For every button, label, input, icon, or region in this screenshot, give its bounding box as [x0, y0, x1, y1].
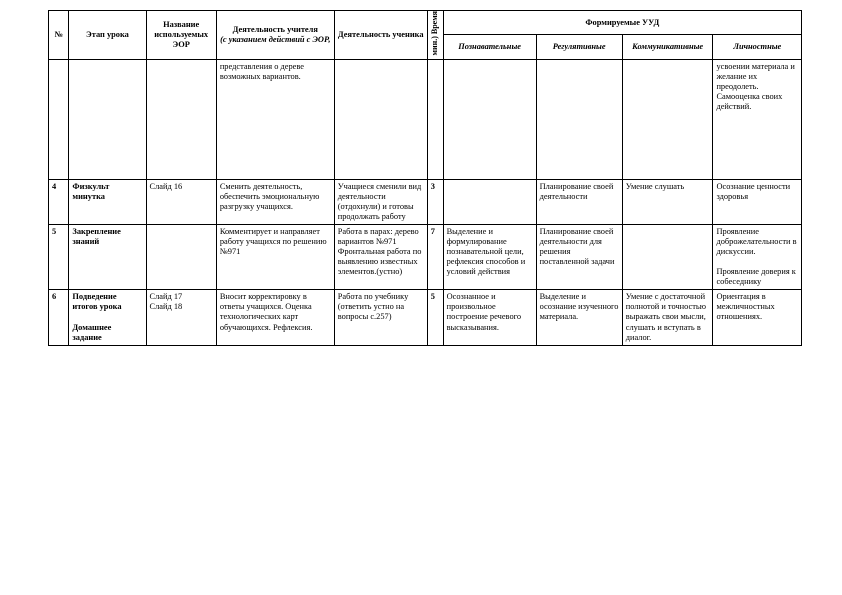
cell-lich: Проявление доброжелательности в дискусси…	[713, 224, 802, 289]
lesson-plan-table-sheet: № Этап урока Название используемых ЭОР Д…	[0, 0, 842, 366]
col-header-uud: Формируемые УУД	[443, 11, 801, 35]
col-header-poz: Познавательные	[443, 35, 536, 59]
cell-lich: Осознание ценности здоровья	[713, 179, 802, 224]
cell-eor	[146, 224, 216, 289]
col-header-time: мин.) Время	[427, 11, 443, 60]
cell-stud: Учащиеся сменили вид деятельности (отдох…	[334, 179, 427, 224]
col-header-time-text: мин.) Время	[430, 11, 440, 55]
cell-komm: Умение с достаточной полнотой и точность…	[622, 290, 713, 345]
cell-teach: Сменить деятельность, обеспечить эмоцион…	[216, 179, 334, 224]
col-header-stage: Этап урока	[69, 11, 146, 60]
cell-time: 7	[427, 224, 443, 289]
col-header-teacher: Деятельность учителя (с указанием действ…	[216, 11, 334, 60]
cell-lich: усвоении материала и желание их преодоле…	[713, 59, 802, 179]
cell-stud: Работа по учебнику (ответить устно на во…	[334, 290, 427, 345]
cell-poz: Выделение и формулирование познавательно…	[443, 224, 536, 289]
table-body: представления о дереве возможных вариант…	[49, 59, 802, 345]
cell-reg: Выделение и осознание изученного материа…	[536, 290, 622, 345]
cell-stage: Закрепление знаний	[69, 224, 146, 289]
col-header-student: Деятельность ученика	[334, 11, 427, 60]
cell-eor	[146, 59, 216, 179]
lesson-plan-table: № Этап урока Название используемых ЭОР Д…	[48, 10, 802, 346]
col-header-teacher-main: Деятельность учителя	[233, 25, 318, 34]
cell-stage: Физкульт минутка	[69, 179, 146, 224]
cell-teach: Комментирует и направляет работу учащихс…	[216, 224, 334, 289]
cell-stage	[69, 59, 146, 179]
cell-teach: представления о дереве возможных вариант…	[216, 59, 334, 179]
cell-komm	[622, 224, 713, 289]
cell-poz: Осознанное и произвольное построение реч…	[443, 290, 536, 345]
table-row: представления о дереве возможных вариант…	[49, 59, 802, 179]
cell-num: 6	[49, 290, 69, 345]
table-header: № Этап урока Название используемых ЭОР Д…	[49, 11, 802, 60]
cell-poz	[443, 179, 536, 224]
table-row: 4 Физкульт минутка Слайд 16 Сменить деят…	[49, 179, 802, 224]
cell-teach: Вносит корректировку в ответы учащихся. …	[216, 290, 334, 345]
cell-stud: Работа в парах: дерево вариантов №971Фро…	[334, 224, 427, 289]
cell-time	[427, 59, 443, 179]
cell-num: 4	[49, 179, 69, 224]
table-row: 5 Закрепление знаний Комментирует и напр…	[49, 224, 802, 289]
cell-num	[49, 59, 69, 179]
cell-time: 3	[427, 179, 443, 224]
cell-stage: Подведение итогов урокаДомашнее задание	[69, 290, 146, 345]
cell-stud	[334, 59, 427, 179]
cell-time: 5	[427, 290, 443, 345]
cell-komm: Умение слушать	[622, 179, 713, 224]
col-header-komm: Коммуникативные	[622, 35, 713, 59]
col-header-eor: Название используемых ЭОР	[146, 11, 216, 60]
col-header-teacher-sub: (с указанием действий с ЭОР,	[220, 35, 330, 44]
cell-reg	[536, 59, 622, 179]
col-header-number: №	[49, 11, 69, 60]
cell-lich: Ориентация в межличностных отношениях.	[713, 290, 802, 345]
cell-komm	[622, 59, 713, 179]
col-header-reg: Регулятивные	[536, 35, 622, 59]
col-header-lich: Личностные	[713, 35, 802, 59]
table-row: 6 Подведение итогов урокаДомашнее задани…	[49, 290, 802, 345]
cell-reg: Планирование своей деятельности для реше…	[536, 224, 622, 289]
cell-eor: Слайд 17Слайд 18	[146, 290, 216, 345]
cell-num: 5	[49, 224, 69, 289]
cell-eor: Слайд 16	[146, 179, 216, 224]
cell-reg: Планирование своей деятельности	[536, 179, 622, 224]
cell-poz	[443, 59, 536, 179]
